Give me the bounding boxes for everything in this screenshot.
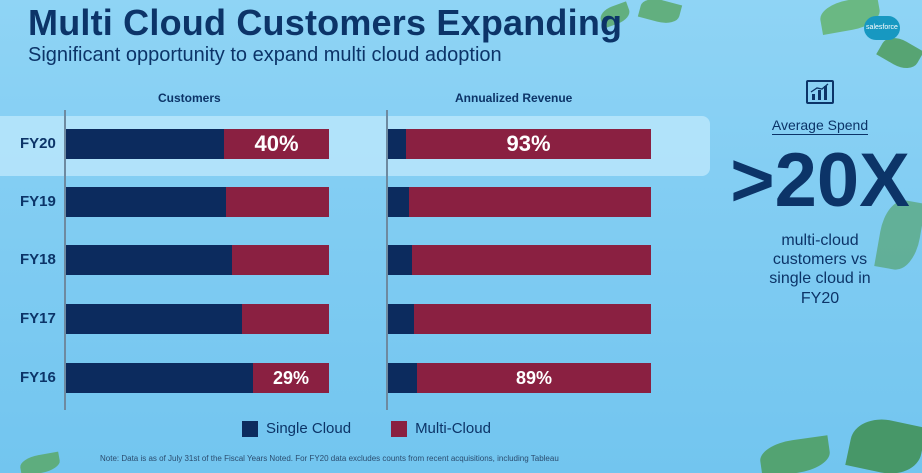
customers-multi-cloud-segment-fy19 [226, 187, 329, 217]
revenue-bar-fy16: 89% [388, 363, 651, 393]
revenue-multi-cloud-segment-fy16 [417, 363, 651, 393]
category-label-fy18: FY18 [20, 251, 56, 268]
leaf-decoration [758, 435, 832, 473]
customers-bar-fy17 [66, 304, 329, 334]
category-label-fy16: FY16 [20, 369, 56, 386]
salesforce-logo: salesforce [864, 16, 900, 40]
category-label-fy17: FY17 [20, 310, 56, 327]
customers-axis-line [64, 110, 66, 410]
legend-item-multi-cloud: Multi-Cloud [391, 420, 491, 437]
legend-swatch-multi-cloud [391, 420, 408, 437]
revenue-single-cloud-segment-fy16 [388, 363, 417, 393]
customers-bar-fy16: 29% [66, 363, 329, 393]
leaf-decoration [637, 0, 683, 27]
customers-single-cloud-segment-fy18 [66, 245, 232, 275]
revenue-bar-fy18 [388, 245, 651, 275]
customers-single-cloud-segment-fy16 [66, 363, 253, 393]
average-spend-label: Average Spend [771, 117, 869, 135]
revenue-single-cloud-segment-fy17 [388, 304, 414, 334]
customers-data-label-fy20: 40% [254, 131, 299, 156]
legend-item-single-cloud: Single Cloud [242, 420, 351, 437]
page-title: Multi Cloud Customers Expanding [28, 2, 623, 43]
revenue-data-label-fy20: 93% [506, 131, 551, 156]
revenue-chart-title: Annualized Revenue [455, 91, 573, 105]
revenue-axis-line [386, 110, 388, 410]
customers-bar-fy18 [66, 245, 329, 275]
customers-chart-title: Customers [158, 91, 221, 105]
legend-label-multi-cloud: Multi-Cloud [415, 420, 491, 437]
customers-single-cloud-segment-fy20 [66, 129, 224, 159]
bar-chart-icon [806, 80, 834, 104]
multiplier-stat: >20X [730, 138, 910, 223]
revenue-single-cloud-segment-fy18 [388, 245, 412, 275]
customers-multi-cloud-segment-fy17 [242, 304, 329, 334]
customers-bar-fy19 [66, 187, 329, 217]
footnote: Note: Data is as of July 31st of the Fis… [100, 454, 559, 463]
side-panel: Average Spend >20X multi-cloud customers… [725, 80, 915, 308]
revenue-bar-fy17 [388, 304, 651, 334]
category-label-fy19: FY19 [20, 193, 56, 210]
legend: Single Cloud Multi-Cloud [242, 420, 491, 437]
revenue-single-cloud-segment-fy19 [388, 187, 409, 217]
customers-single-cloud-segment-fy17 [66, 304, 242, 334]
leaf-decoration [845, 413, 922, 473]
legend-label-single-cloud: Single Cloud [266, 420, 352, 437]
customers-data-label-fy16: 29% [272, 368, 310, 388]
revenue-multi-cloud-segment-fy17 [414, 304, 651, 334]
customers-multi-cloud-segment-fy16 [253, 363, 329, 393]
customers-bar-fy20: 40% [66, 129, 329, 159]
revenue-bar-fy20: 93% [388, 129, 651, 159]
page-subtitle: Significant opportunity to expand multi … [28, 44, 502, 66]
revenue-multi-cloud-segment-fy20 [406, 129, 651, 159]
revenue-multi-cloud-segment-fy18 [412, 245, 651, 275]
leaf-decoration [18, 451, 62, 473]
legend-swatch-single-cloud [242, 420, 258, 437]
stat-description: multi-cloud customers vs single cloud in… [769, 232, 871, 307]
revenue-multi-cloud-segment-fy19 [409, 187, 651, 217]
revenue-data-label-fy16: 89% [515, 368, 553, 388]
revenue-single-cloud-segment-fy20 [388, 129, 406, 159]
customers-multi-cloud-segment-fy20 [224, 129, 329, 159]
customers-single-cloud-segment-fy19 [66, 187, 226, 217]
revenue-bar-fy19 [388, 187, 651, 217]
customers-multi-cloud-segment-fy18 [232, 245, 329, 275]
category-label-fy20: FY20 [20, 135, 56, 152]
